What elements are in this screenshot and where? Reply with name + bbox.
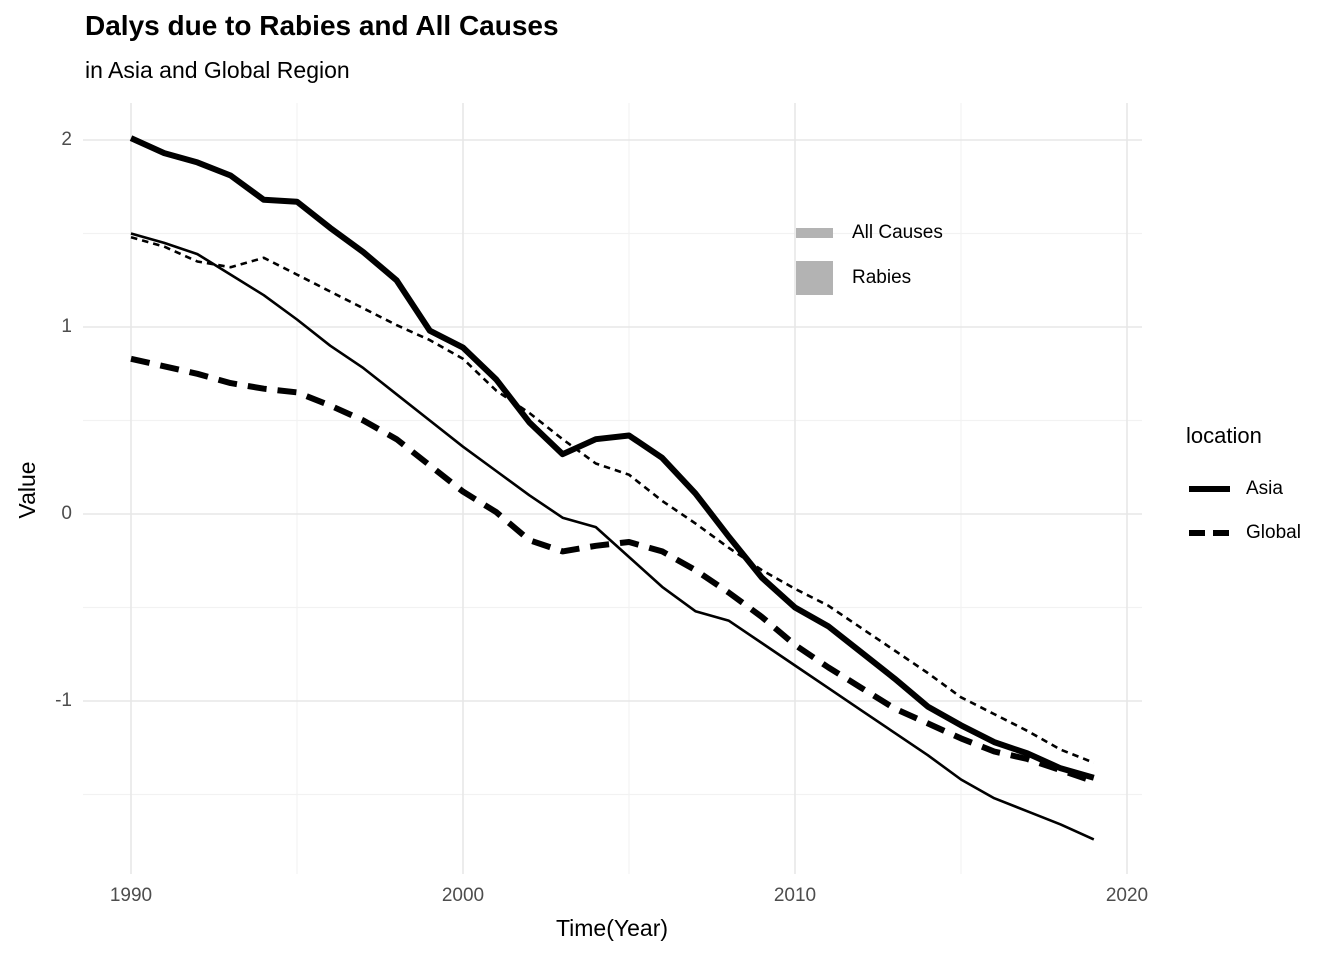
x-tick-2020: 2020 — [1105, 885, 1149, 906]
x-axis-title: Time(Year) — [555, 915, 669, 941]
size-legend-keys — [796, 228, 833, 295]
line-asia-all-causes — [130, 232, 1095, 841]
location-legend-item-global: Global — [1246, 522, 1301, 543]
size-legend-item-rabies: Rabies — [852, 267, 912, 288]
y-tick-1: 1 — [61, 316, 72, 337]
line-global-rabies — [130, 355, 1095, 785]
x-tick-2000: 2000 — [441, 885, 485, 906]
size-legend-item-all-causes: All Causes — [852, 222, 943, 243]
chart-subtitle: in Asia and Global Region — [85, 57, 350, 83]
location-legend-item-asia: Asia — [1246, 478, 1283, 499]
major-gridlines — [83, 103, 1142, 874]
minor-gridlines — [83, 103, 1142, 874]
rabies-key-icon — [796, 261, 833, 295]
line-global-all-causes — [130, 235, 1095, 764]
x-tick-1990: 1990 — [109, 885, 153, 906]
y-tick-neg1: -1 — [55, 690, 72, 711]
line-asia-rabies — [129, 135, 1095, 781]
all-causes-key-icon — [796, 228, 833, 238]
chart-lines — [129, 135, 1095, 841]
location-legend-title: location — [1186, 423, 1262, 448]
y-tick-2: 2 — [61, 129, 72, 150]
y-tick-0: 0 — [61, 503, 72, 524]
x-tick-2010: 2010 — [773, 885, 817, 906]
y-axis-title: Value — [14, 461, 40, 519]
chart-title: Dalys due to Rabies and All Causes — [85, 10, 559, 41]
location-legend-keys — [1189, 486, 1230, 536]
